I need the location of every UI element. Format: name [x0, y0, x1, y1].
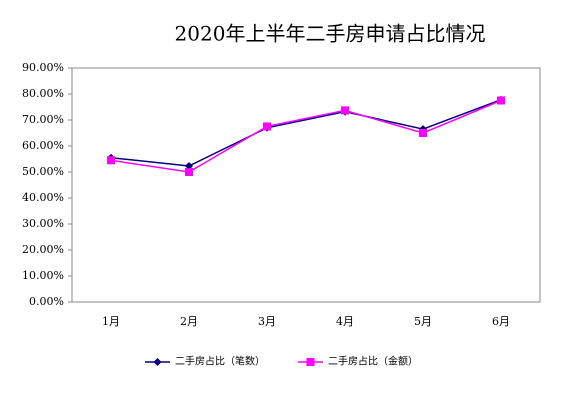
y-tick-label: 0.00% — [29, 295, 64, 308]
chart-title: 2020年上半年二手房申请占比情况 — [175, 22, 486, 46]
line — [110, 99, 502, 173]
x-tick-label: 1月 — [102, 315, 120, 328]
y-tick-label: 90.00% — [22, 61, 64, 74]
point — [263, 122, 271, 131]
x-tick-label: 5月 — [414, 315, 432, 328]
plot-frame — [71, 67, 541, 303]
x-tick-label: 3月 — [258, 315, 276, 328]
point — [341, 106, 349, 115]
y-tick-label: 60.00% — [22, 139, 64, 152]
point — [419, 129, 427, 137]
point — [497, 96, 505, 105]
x-tick-label: 4月 — [336, 315, 354, 328]
legend-label: 二手房占比（笔数） — [175, 355, 265, 368]
y-tick-label: 50.00% — [22, 165, 64, 178]
x-tick-label: 2月 — [180, 315, 198, 328]
y-tick-label: 70.00% — [22, 113, 64, 126]
line — [110, 99, 502, 167]
y-tick-label: 10.00% — [22, 269, 64, 282]
y-tick-label: 30.00% — [22, 217, 64, 230]
x-tick-label: 6月 — [492, 315, 510, 328]
y-tick-label: 80.00% — [22, 87, 64, 100]
y-tick-label: 40.00% — [22, 191, 64, 204]
legend-marker — [306, 358, 315, 366]
y-tick-label: 20.00% — [22, 243, 64, 256]
point — [107, 156, 115, 165]
point — [185, 168, 193, 176]
legend-label: 二手房占比（金额） — [328, 355, 418, 368]
legend-marker — [153, 358, 162, 366]
